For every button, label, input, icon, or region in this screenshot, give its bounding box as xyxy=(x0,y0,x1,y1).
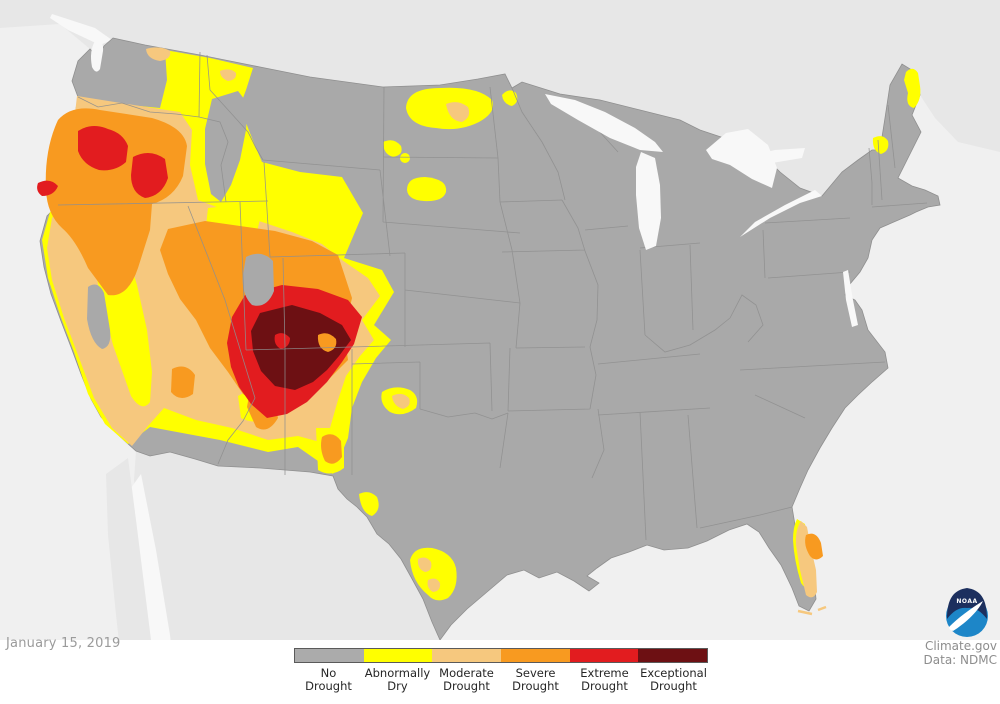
lake-huron xyxy=(706,129,777,188)
date-label: January 15, 2019 xyxy=(6,636,121,651)
drought-region xyxy=(78,125,128,171)
florida-keys xyxy=(797,605,827,616)
legend-label-line: Drought xyxy=(581,679,628,693)
noaa-logo: NOAA xyxy=(946,588,988,637)
great-lakes xyxy=(91,40,858,327)
state-borders xyxy=(57,51,928,541)
legend-labels: No Drought Abnormally Dry Moderate Drought … xyxy=(294,667,708,693)
lake-superior xyxy=(545,94,663,152)
drought-region xyxy=(131,152,168,198)
credit-data-ndmc: Data: NDMC xyxy=(923,652,997,667)
legend-swatch-extreme-drought xyxy=(569,649,639,662)
legend-swatch-moderate-drought xyxy=(432,649,502,662)
legend-label-no-drought: No Drought xyxy=(294,667,363,693)
legend-label-line: Extreme xyxy=(580,666,629,680)
drought-region xyxy=(171,366,195,399)
drought-region xyxy=(146,47,171,61)
puget-sound xyxy=(91,40,104,72)
lake-erie xyxy=(740,190,822,237)
legend-label-moderate-drought: Moderate Drought xyxy=(432,667,501,693)
drought-region xyxy=(502,90,518,106)
legend-color-bar xyxy=(294,648,708,663)
drought-legend: No Drought Abnormally Dry Moderate Drought … xyxy=(294,648,708,693)
no-drought-region xyxy=(87,284,111,349)
drought-region xyxy=(427,578,441,592)
legend-swatch-exceptional-drought xyxy=(638,649,708,662)
legend-label-line: Abnormally xyxy=(364,666,431,680)
legend-swatch-no-drought xyxy=(295,649,364,662)
lake-michigan xyxy=(636,152,661,250)
legend-swatch-severe-drought xyxy=(501,649,570,662)
legend-label-line: Dry xyxy=(387,679,408,693)
drought-region xyxy=(251,305,351,390)
legend-label-line: Drought xyxy=(443,679,490,693)
legend-swatch-abnormally-dry xyxy=(363,649,433,662)
legend-label-severe-drought: Severe Drought xyxy=(501,667,570,693)
legend-label-line: Drought xyxy=(650,679,697,693)
legend-label-extreme-drought: Extreme Drought xyxy=(570,667,639,693)
drought-region xyxy=(795,521,817,598)
drought-region xyxy=(220,69,237,81)
layer-moderate-drought-accents xyxy=(392,102,827,616)
drought-region xyxy=(446,102,470,122)
drought-region xyxy=(392,393,410,409)
noaa-logo-gull-icon xyxy=(949,601,983,631)
legend-label-line: Drought xyxy=(305,679,352,693)
legend-label-line: Severe xyxy=(515,666,556,680)
layer-exceptional-drought xyxy=(251,305,351,390)
drought-region xyxy=(321,434,342,464)
legend-label-exceptional-drought: Exceptional Drought xyxy=(639,667,708,693)
credits: Climate.gov Data: NDMC xyxy=(923,639,997,667)
noaa-logo-text: NOAA xyxy=(956,598,977,605)
lake-ontario xyxy=(742,148,805,166)
drought-region xyxy=(872,136,889,154)
legend-label-abnormally-dry: Abnormally Dry xyxy=(363,667,432,693)
drought-region xyxy=(383,140,402,157)
legend-label-line: Drought xyxy=(512,679,559,693)
legend-label-line: No xyxy=(320,666,337,680)
drought-region xyxy=(400,153,410,163)
noaa-logo-crest xyxy=(947,588,987,619)
drought-region xyxy=(37,180,58,196)
drought-region xyxy=(418,178,442,195)
drought-region xyxy=(805,533,823,560)
drought-region xyxy=(274,333,290,349)
credit-climate-gov[interactable]: Climate.gov xyxy=(924,639,997,653)
vancouver-island xyxy=(50,14,112,45)
chesapeake-bay xyxy=(843,270,858,327)
legend-label-line: Moderate xyxy=(439,666,494,680)
drought-region xyxy=(417,557,432,572)
legend-label-line: Exceptional xyxy=(640,666,707,680)
drought-region xyxy=(359,492,379,516)
no-drought-region xyxy=(242,253,274,306)
drought-region xyxy=(904,68,921,108)
